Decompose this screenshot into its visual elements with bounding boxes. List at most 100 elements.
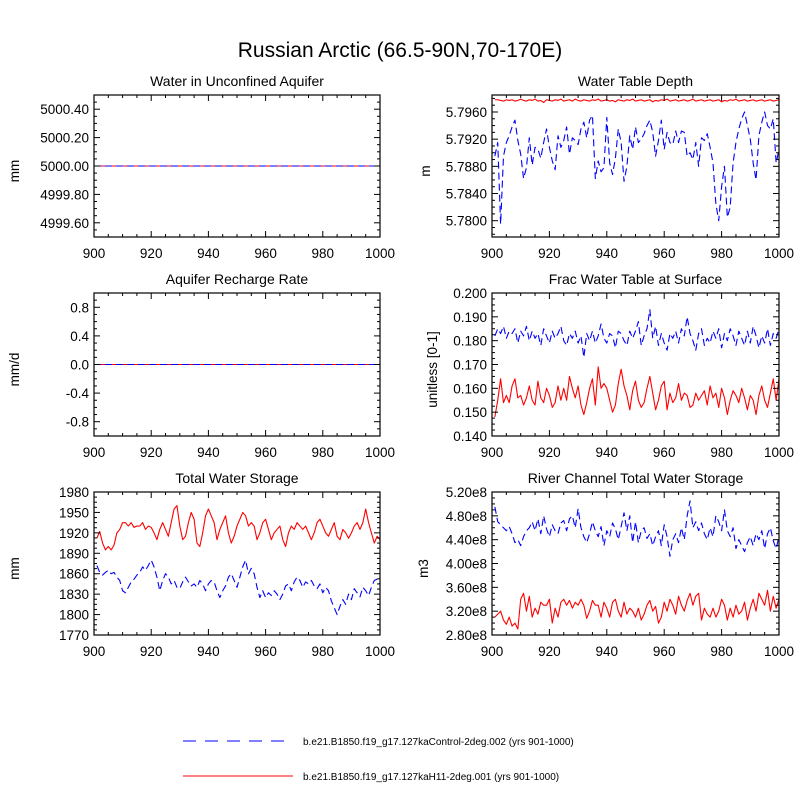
y-tick-label: 1890	[59, 546, 89, 561]
y-axis-label: mm	[7, 557, 22, 580]
x-tick-label: 940	[596, 246, 619, 261]
y-tick-label: 5.7960	[446, 105, 487, 120]
chart-panels: Water in Unconfined Aquifer mm 900 920 940 96…	[7, 73, 794, 659]
x-tick-label: 940	[197, 445, 220, 460]
plot-frame	[491, 292, 780, 437]
y-tick-label: 0.4	[70, 329, 89, 344]
series-line-experiment	[494, 366, 780, 418]
y-tick-label: 4.80e8	[446, 509, 487, 524]
legend: b.e21.B1850.f19_g17.127kaControl-2deg.00…	[183, 737, 574, 783]
x-tick-label: 980	[312, 246, 335, 261]
panel-title: Total Water Storage	[175, 470, 298, 486]
y-tick-label: 1770	[59, 628, 89, 643]
x-tick-label: 980	[710, 246, 733, 261]
series-line-control	[494, 111, 780, 225]
y-tick-label: 3.60e8	[446, 580, 487, 595]
y-tick-label: -0.8	[66, 415, 89, 430]
y-tick-label: 1920	[59, 526, 89, 541]
x-tick-label: 960	[254, 644, 277, 659]
series-line-experiment	[96, 505, 381, 551]
x-tick-label: 920	[538, 246, 561, 261]
y-tick-label: 5.7800	[446, 214, 487, 229]
panel-river-channel-total-water-storage: River Channel Total Water Storage m3 900 92…	[416, 470, 794, 659]
x-tick-label: 920	[538, 445, 561, 460]
x-tick-label: 940	[197, 644, 220, 659]
panel-aquifer-recharge-rate: Aquifer Recharge Rate mm/d 900 920 940 960 980…	[7, 271, 395, 460]
main-title: Russian Arctic (66.5-90N,70-170E)	[238, 39, 563, 62]
y-tick-label: 5.7920	[446, 132, 487, 147]
y-tick-label: 1800	[59, 608, 89, 623]
x-tick-label: 960	[254, 246, 277, 261]
x-tick-label: 920	[538, 644, 561, 659]
y-tick-label: 0.190	[453, 310, 487, 325]
series-line-control	[494, 500, 780, 557]
y-tick-label: 0.8	[70, 300, 89, 315]
x-tick-label: 900	[83, 445, 106, 460]
y-tick-label: 5000.20	[40, 131, 89, 146]
y-tick-label: 1980	[59, 485, 89, 500]
panel-title: Aquifer Recharge Rate	[166, 271, 309, 287]
y-tick-label: 5.20e8	[446, 485, 487, 500]
x-tick-label: 960	[653, 445, 676, 460]
y-tick-label: 0.160	[453, 381, 487, 396]
panel-total-water-storage: Total Water Storage mm 900 920 940 960 980 1000…	[7, 470, 395, 659]
x-tick-label: 980	[710, 445, 733, 460]
x-tick-label: 1000	[764, 246, 794, 261]
series-line-control	[494, 309, 780, 358]
y-tick-label: 5000.00	[40, 159, 89, 174]
y-tick-label: 1830	[59, 587, 89, 602]
x-tick-label: 900	[481, 445, 504, 460]
x-tick-label: 960	[653, 246, 676, 261]
x-tick-label: 1000	[764, 644, 794, 659]
y-tick-label: 5.7880	[446, 159, 487, 174]
legend-label-control: b.e21.B1850.f19_g17.127kaControl-2deg.00…	[303, 737, 574, 748]
x-tick-label: 980	[312, 644, 335, 659]
y-tick-label: -0.4	[66, 386, 90, 401]
x-tick-label: 900	[83, 246, 106, 261]
plot-frame	[491, 94, 780, 238]
y-tick-label: 1950	[59, 505, 89, 520]
x-tick-label: 980	[710, 644, 733, 659]
y-tick-label: 0.180	[453, 334, 487, 349]
plot-frame	[491, 491, 780, 636]
series-line-experiment	[494, 98, 780, 104]
y-tick-label: 4999.60	[40, 216, 89, 231]
x-tick-label: 960	[653, 644, 676, 659]
y-tick-label: 0.200	[453, 286, 487, 301]
y-axis-label: mm	[7, 160, 22, 183]
y-axis-label: m	[418, 165, 433, 176]
series-line-control	[96, 559, 381, 616]
x-tick-label: 960	[254, 445, 277, 460]
x-tick-label: 900	[83, 644, 106, 659]
x-tick-label: 920	[140, 445, 163, 460]
x-tick-label: 940	[197, 246, 220, 261]
panel-frac-water-table-at-surface: Frac Water Table at Surface unitless [0-1…	[425, 271, 794, 460]
y-tick-label: 0.150	[453, 405, 487, 420]
x-tick-label: 940	[596, 445, 619, 460]
y-tick-label: 0.170	[453, 358, 487, 373]
y-tick-label: 2.80e8	[446, 628, 487, 643]
y-tick-label: 4999.80	[40, 187, 89, 202]
y-tick-label: 0.0	[70, 358, 89, 373]
x-tick-label: 940	[596, 644, 619, 659]
series-line-experiment	[494, 589, 780, 630]
panel-title: Water Table Depth	[578, 73, 693, 89]
legend-label-experiment: b.e21.B1850.f19_g17.127kaH11-2deg.001 (y…	[303, 772, 559, 783]
x-tick-label: 900	[481, 644, 504, 659]
x-tick-label: 1000	[365, 246, 395, 261]
x-tick-label: 920	[140, 246, 163, 261]
y-tick-label: 4.00e8	[446, 557, 487, 572]
y-tick-label: 4.40e8	[446, 533, 487, 548]
x-tick-label: 900	[481, 246, 504, 261]
y-axis-label: m3	[416, 559, 431, 578]
y-tick-label: 3.20e8	[446, 604, 487, 619]
panel-title: Frac Water Table at Surface	[549, 271, 723, 287]
panel-water-in-unconfined-aquifer: Water in Unconfined Aquifer mm 900 920 940 96…	[7, 73, 395, 261]
x-tick-label: 1000	[764, 445, 794, 460]
x-tick-label: 1000	[365, 445, 395, 460]
x-tick-label: 980	[312, 445, 335, 460]
panel-water-table-depth: Water Table Depth m 900 920 940 960 980 1000 5.7…	[418, 73, 794, 261]
y-tick-label: 1860	[59, 567, 89, 582]
x-tick-label: 920	[140, 644, 163, 659]
